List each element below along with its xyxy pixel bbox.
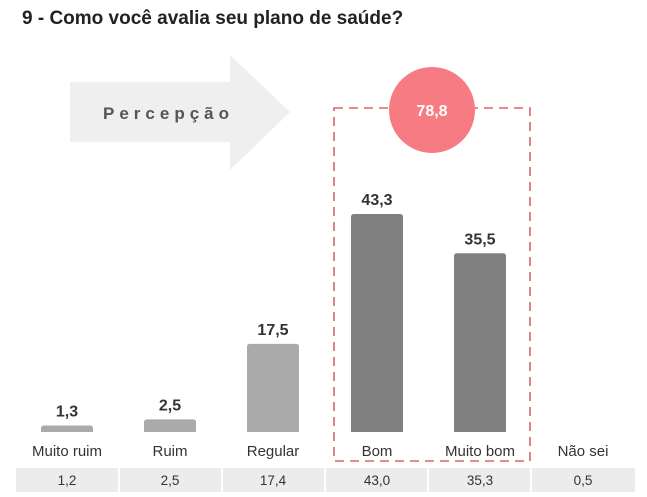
chart-title: 9 - Como você avalia seu plano de saúde? [22, 8, 404, 29]
table-cell: 2,5 [161, 473, 180, 488]
bar [351, 214, 403, 432]
bar [144, 419, 196, 432]
arrow-label: Percepção [103, 104, 234, 123]
category-label: Não sei [558, 443, 609, 460]
category-label: Regular [247, 443, 300, 460]
table-cell: 17,4 [260, 473, 287, 488]
bar-value-label: 35,5 [464, 231, 495, 248]
highlight-circle [389, 67, 475, 153]
bar [454, 253, 506, 432]
table-row-layer: 1,2 2,5 17,4 43,0 35,3 0,5 [16, 468, 635, 492]
bars-layer [41, 214, 506, 432]
bar [41, 425, 93, 432]
table-cell: 0,5 [574, 473, 593, 488]
bar [247, 343, 299, 432]
highlight-value: 78,8 [416, 103, 447, 120]
bar-value-label: 1,3 [56, 403, 78, 420]
bar-value-label: 17,5 [257, 322, 288, 339]
category-label: Ruim [152, 443, 187, 460]
background-layer: Percepção 78,8 [70, 55, 531, 462]
table-cell: 1,2 [58, 473, 77, 488]
category-label: Muito bom [445, 443, 515, 460]
category-label: Bom [362, 443, 393, 460]
bar-value-label: 2,5 [159, 397, 181, 414]
labels-layer: 1,3 Muito ruim 2,5 Ruim 17,5 Regular 43,3 Bom 35… [32, 192, 608, 460]
category-label: Muito ruim [32, 443, 102, 460]
perception-arrow [70, 55, 290, 170]
bar-value-label: 43,3 [361, 192, 392, 209]
table-cell: 35,3 [467, 473, 493, 488]
table-cell: 43,0 [364, 473, 390, 488]
